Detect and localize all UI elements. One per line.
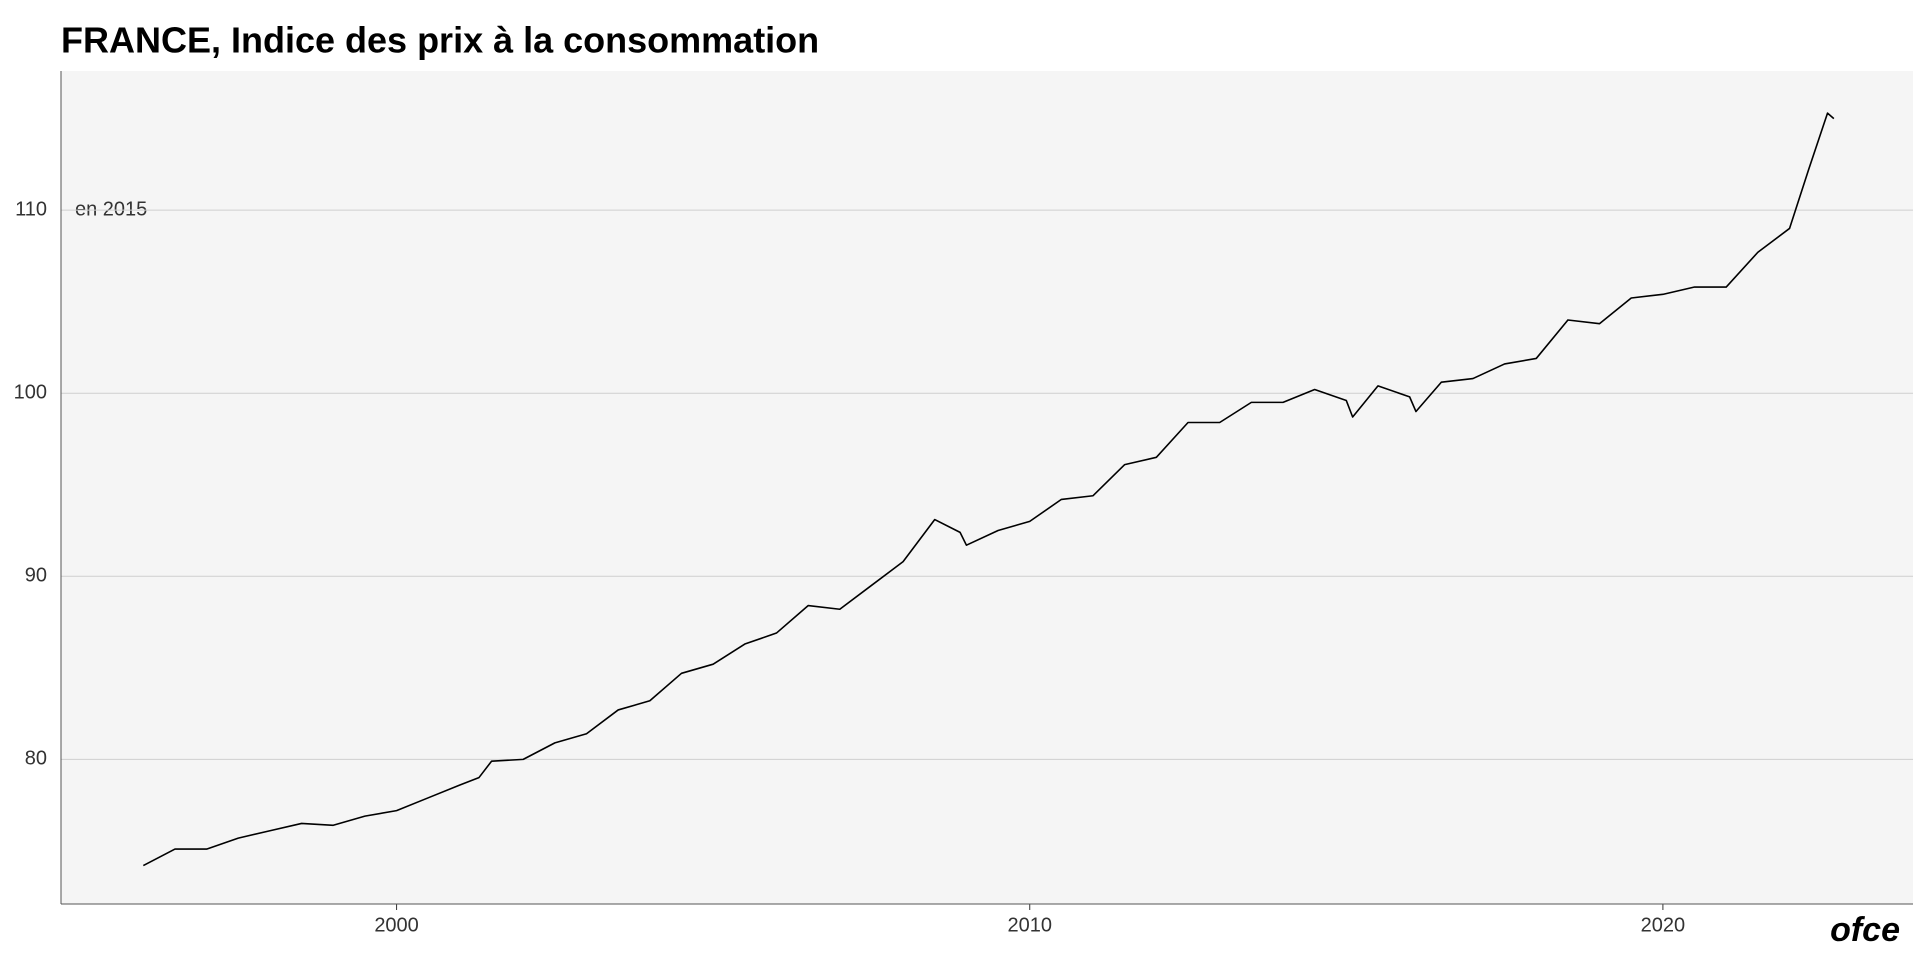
logo: ofce [1830, 911, 1900, 949]
plot-panel [61, 71, 1913, 904]
y-tick-label: 90 [25, 565, 47, 587]
chart-title: FRANCE, Indice des prix à la consommatio… [61, 20, 819, 61]
x-tick-label: 2010 [1007, 914, 1052, 936]
x-tick-label: 2000 [374, 914, 419, 936]
x-tick-label: 2020 [1641, 914, 1686, 936]
annotation: en 2015 [75, 198, 147, 220]
y-tick-label: 80 [25, 748, 47, 770]
y-tick-label: 110 [15, 198, 47, 220]
series-line [142, 112, 1835, 867]
y-tick-label: 100 [14, 381, 47, 403]
